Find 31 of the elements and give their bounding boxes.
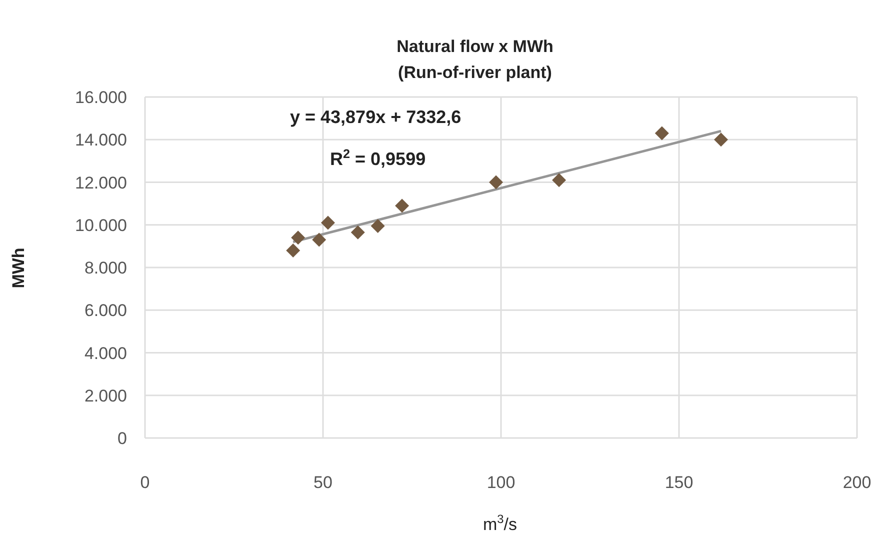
y-tick-label: 10.000 bbox=[75, 216, 127, 235]
x-tick-label: 0 bbox=[140, 473, 150, 492]
y-tick-label: 6.000 bbox=[84, 301, 127, 320]
chart-subtitle: (Run-of-river plant) bbox=[398, 63, 552, 82]
annotation: R$^{2}$ = 0,9599 bbox=[330, 147, 426, 169]
point bbox=[552, 173, 566, 188]
point bbox=[654, 126, 669, 140]
point bbox=[291, 230, 306, 245]
y-tick-label: 12.000 bbox=[75, 173, 127, 192]
y-tick-label: 4.000 bbox=[84, 344, 127, 363]
point bbox=[320, 216, 335, 230]
x-tick-label: 200 bbox=[842, 473, 872, 492]
y-tick-label: 14.000 bbox=[75, 130, 127, 150]
annotation: y = 43,879x + 7332,6 bbox=[290, 107, 462, 127]
point bbox=[395, 198, 410, 213]
point bbox=[286, 243, 300, 258]
point bbox=[312, 232, 326, 247]
x-tick-label: 150 bbox=[664, 473, 694, 492]
x-tick-label: 50 bbox=[314, 473, 332, 492]
point bbox=[370, 218, 385, 233]
y-tick-label: 16.000 bbox=[75, 88, 127, 108]
y-tick-label: 2.000 bbox=[84, 386, 127, 406]
point bbox=[350, 225, 365, 240]
y-axis-title: MWh bbox=[9, 248, 28, 288]
x-axis-title: m$^{3}$/s bbox=[482, 512, 518, 534]
y-tick-label: 0 bbox=[118, 429, 127, 448]
chart-title: Natural flow x MWh bbox=[396, 37, 554, 56]
x-tick-label: 100 bbox=[486, 473, 516, 492]
y-tick-label: 8.000 bbox=[84, 258, 127, 278]
point bbox=[489, 175, 504, 190]
point bbox=[714, 132, 728, 147]
